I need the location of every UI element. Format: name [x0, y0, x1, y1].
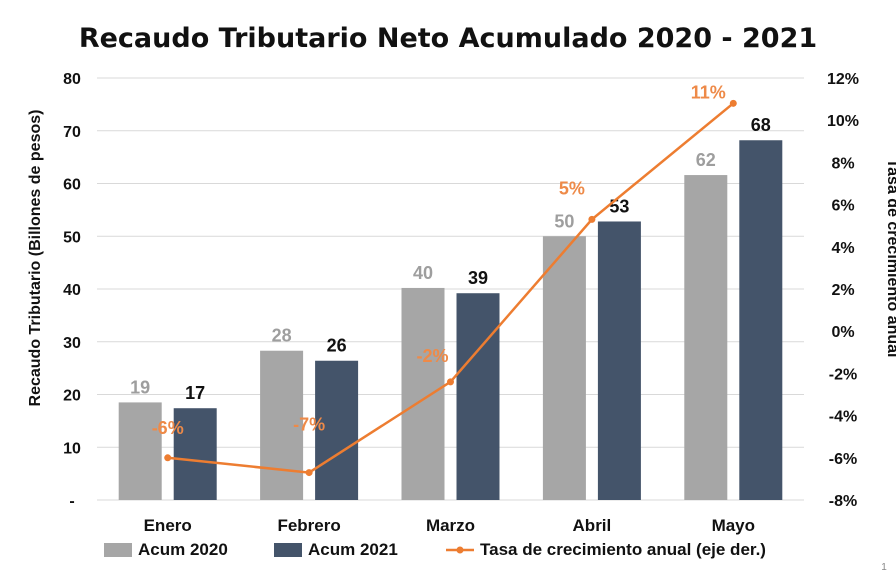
bar-acum-2021	[315, 360, 359, 500]
y-tick-label: -	[69, 493, 74, 510]
y-tick-label: 50	[63, 229, 81, 246]
growth-rate-point	[164, 454, 172, 462]
y-axis-left-label: Recaudo Tributario (Billones de pesos)	[27, 110, 44, 407]
y2-tick-label: 4%	[831, 240, 854, 257]
x-axis-categories: Enero Febrero Marzo Abril Mayo	[144, 516, 755, 535]
data-label-2021: 68	[751, 115, 771, 135]
legend: Acum 2020 Acum 2021 Tasa de crecimiento an…	[104, 540, 766, 559]
y-tick-label: 70	[63, 124, 81, 141]
growth-rate-point	[447, 378, 454, 386]
y-tick-label: 60	[63, 177, 81, 194]
gridlines	[97, 77, 804, 501]
y2-tick-label: 2%	[831, 282, 854, 299]
growth-rate-point	[729, 99, 737, 107]
x-tick-label: Enero	[144, 516, 192, 535]
chart-title: Recaudo Tributario Neto Acumulado 2020 -…	[79, 23, 817, 54]
growth-rate-label: 11%	[691, 82, 726, 102]
growth-rate-label: -6%	[152, 418, 184, 438]
data-label-2020: 62	[696, 150, 716, 170]
legend-label-2020: Acum 2020	[138, 540, 228, 559]
y2-tick-label: -4%	[829, 409, 857, 426]
bar-acum-2020	[684, 175, 728, 500]
y2-tick-label: -2%	[829, 366, 857, 383]
growth-rate-line: -6% -7% -2% 5% 11%	[152, 82, 737, 477]
y2-tick-label: 12%	[827, 71, 859, 88]
data-label-2021: 26	[327, 336, 347, 356]
data-label-2021: 53	[609, 196, 629, 216]
y2-tick-label: 8%	[831, 155, 854, 172]
y-axis-left: 80 70 60 50 40 30 20 10 -	[63, 71, 81, 510]
y2-tick-label: 6%	[831, 198, 854, 215]
data-label-2021: 39	[468, 268, 488, 288]
page-number: 1	[881, 562, 887, 573]
growth-rate-point	[588, 215, 596, 223]
bar-acum-2020	[542, 236, 586, 500]
data-label-2020: 19	[130, 377, 150, 397]
legend-swatch-2021	[274, 543, 302, 557]
legend-label-2021: Acum 2021	[308, 540, 398, 559]
y2-tick-label: -6%	[829, 451, 857, 468]
x-tick-label: Marzo	[426, 516, 475, 535]
growth-rate-label: -7%	[293, 415, 325, 435]
y2-tick-label: 0%	[831, 324, 854, 341]
bar-acum-2021	[597, 221, 641, 501]
y2-tick-label: 10%	[827, 113, 859, 130]
x-tick-label: Febrero	[277, 516, 340, 535]
y-axis-right: 12% 10% 8% 6% 4% 2% 0% -2% -4% -6% -8%	[827, 71, 859, 510]
x-tick-label: Mayo	[712, 516, 755, 535]
y-tick-label: 30	[63, 335, 81, 352]
bar-acum-2021	[739, 140, 783, 500]
bar-acum-2020	[118, 402, 162, 500]
x-tick-label: Abril	[573, 516, 612, 535]
y-tick-label: 40	[63, 282, 81, 299]
legend-swatch-2020	[104, 543, 132, 557]
y-tick-label: 20	[63, 388, 81, 405]
data-label-2021: 17	[185, 383, 205, 403]
y-tick-label: 80	[63, 71, 81, 88]
bar-acum-2020	[260, 350, 304, 500]
bar-value-labels: 19 17 28 26 40 39 50 53 62 68	[130, 115, 771, 403]
data-label-2020: 40	[413, 263, 433, 283]
growth-rate-label: 5%	[559, 178, 585, 198]
data-label-2020: 28	[272, 326, 292, 346]
legend-swatch-growth-marker	[456, 546, 464, 554]
bar-acum-2021	[173, 408, 217, 500]
y-axis-right-label: Tasa de crecimiento anual	[884, 159, 896, 358]
growth-rate-point	[305, 469, 313, 477]
bar-acum-2021	[456, 293, 500, 500]
y2-tick-label: -8%	[829, 493, 857, 510]
bars	[118, 140, 783, 501]
growth-rate-series-line	[167, 102, 735, 474]
legend-label-growth: Tasa de crecimiento anual (eje der.)	[480, 540, 766, 559]
y-tick-label: 10	[63, 440, 81, 457]
bar-acum-2020	[401, 287, 445, 500]
growth-rate-label: -2%	[416, 346, 448, 366]
data-label-2020: 50	[554, 211, 574, 231]
